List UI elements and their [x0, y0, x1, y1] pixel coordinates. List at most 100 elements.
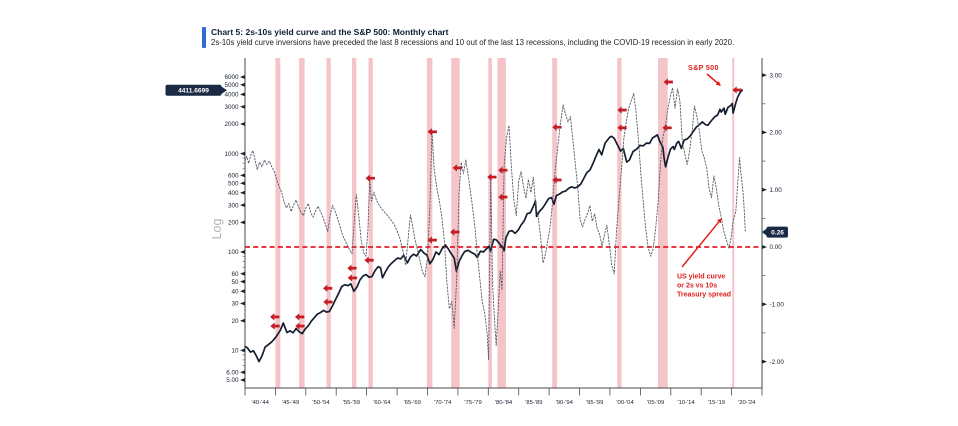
inversion-marker: [498, 193, 508, 201]
inversion-marker: [270, 313, 280, 321]
left-axis-tick: [240, 75, 245, 79]
left-axis-tick-label: 50: [231, 279, 239, 286]
left-axis-tick-label: 5000: [224, 82, 239, 89]
right-axis-tick-label: 3.00: [770, 72, 783, 79]
yield-curve-annotation: US yield curve or 2s vs 10s Treasury sprea…: [677, 274, 731, 299]
recession-band: [275, 58, 281, 388]
inversion-marker: [427, 236, 437, 244]
inversion-marker: [732, 86, 742, 94]
inversion-marker: [498, 166, 508, 174]
annotation-arrowhead: [715, 81, 721, 86]
inversion-marker: [452, 164, 462, 172]
inversion-marker: [663, 78, 673, 86]
chart-header: Chart 5: 2s-10s yield curve and the S&P …: [202, 27, 734, 48]
left-axis-tick-label: 100: [228, 249, 239, 256]
inversion-marker: [323, 298, 333, 306]
x-axis-bin-label: '00-'04: [616, 400, 634, 406]
sp500-annotation: S&P 500: [688, 63, 719, 72]
left-axis-tick: [240, 301, 245, 306]
x-axis-bin-label: '55-'59: [343, 400, 360, 406]
x-axis-bin-label: '60-'64: [373, 400, 391, 406]
inversion-marker: [322, 284, 333, 292]
recession-band: [368, 58, 373, 388]
left-axis-tick: [240, 378, 245, 382]
chart-title: Chart 5: 2s-10s yield curve and the S&P …: [211, 27, 449, 37]
left-axis-tick: [240, 279, 245, 284]
x-axis-bin-label: '90-'94: [556, 400, 574, 406]
spread-last-value-badge: 0.26: [762, 226, 788, 238]
recession-band: [326, 58, 331, 388]
x-axis-bin-label: '15-'19: [708, 400, 725, 406]
recession-band: [426, 58, 433, 388]
left-axis-tick: [240, 173, 245, 178]
left-axis-tick-label: 6000: [224, 74, 239, 81]
right-axis-tick-label: -2.00: [770, 359, 785, 366]
inversion-marker: [364, 256, 374, 264]
right-axis-tick-label: 2.00: [770, 130, 783, 137]
x-axis-bin-label: '80-'84: [495, 400, 513, 406]
x-axis-bin-label: '40-'44: [252, 400, 270, 406]
left-axis-tick-label: 6.00: [226, 369, 239, 376]
left-axis-tick: [240, 370, 245, 375]
annotation-arrow: [706, 73, 720, 85]
left-axis-tick-label: 20: [231, 318, 239, 325]
left-axis-tick: [240, 104, 245, 109]
left-axis-tick-label: 500: [228, 180, 239, 187]
x-axis-bin-label: '85-'89: [525, 400, 542, 406]
left-axis-tick-label: 40: [231, 288, 239, 295]
x-axis-bin-label: '65-'69: [404, 400, 421, 406]
inversion-marker: [662, 124, 672, 132]
left-axis-tick: [240, 271, 245, 276]
left-axis-tick: [240, 122, 245, 126]
left-axis-tick-label: 300: [228, 202, 239, 209]
left-axis-tick: [240, 250, 245, 254]
recession-band: [658, 58, 668, 388]
x-axis-bin-label: '20-'24: [738, 400, 756, 406]
left-axis-tick: [240, 190, 245, 195]
annotation-arrowhead: [717, 218, 722, 224]
inversion-marker: [617, 124, 627, 132]
left-axis-tick: [240, 220, 245, 225]
inversion-marker: [365, 174, 375, 182]
inversion-marker: [347, 274, 357, 282]
recession-band: [617, 58, 622, 388]
x-axis-bin-label: '10-'14: [677, 400, 695, 406]
x-axis-bin-label: '45-'49: [282, 400, 299, 406]
x-axis-bin-label: '70-'74: [434, 400, 452, 406]
inversion-marker: [295, 322, 305, 330]
inversion-marker: [347, 264, 357, 272]
left-axis-tick: [240, 82, 245, 87]
x-axis-bin-label: '50-'54: [312, 400, 330, 406]
left-axis-tick: [240, 203, 245, 208]
x-axis-bin-label: '05-'09: [647, 400, 664, 406]
inversion-marker: [487, 173, 497, 181]
left-axis-tick-label: 5.00: [226, 377, 239, 384]
left-axis-tick-label: 60: [231, 271, 239, 278]
inversion-marker: [552, 176, 562, 184]
left-axis-tick: [240, 289, 245, 294]
right-axis-tick-label: 1.00: [770, 187, 783, 194]
inversion-marker: [552, 123, 562, 131]
sp500-last-value-badge: 4411.6699: [165, 84, 227, 96]
inversion-marker: [617, 106, 627, 114]
x-axis-bin-label: '75-'79: [464, 400, 481, 406]
right-axis-tick: [762, 359, 767, 364]
right-axis-tick: [762, 245, 767, 249]
left-axis-tick: [240, 318, 245, 323]
right-axis-tick-label: 0.00: [770, 244, 783, 251]
inversion-marker: [270, 322, 280, 330]
recession-band: [299, 58, 305, 388]
left-axis-tick-label: 4000: [224, 92, 239, 99]
inversion-marker: [294, 313, 305, 321]
yield-curve-line: [244, 87, 746, 361]
annotation-arrow: [681, 219, 721, 268]
left-axis-tick: [240, 348, 245, 353]
inversion-marker: [427, 128, 437, 136]
left-axis-tick: [240, 181, 245, 186]
svg-text:0.26: 0.26: [771, 230, 784, 237]
left-axis-tick-label: 600: [228, 173, 239, 180]
header-accent-bar: [202, 27, 206, 48]
sp500-line: [244, 89, 744, 363]
left-axis-tick-label: 1000: [224, 151, 239, 158]
chart-subtitle: 2s-10s yield curve inversions have prece…: [211, 38, 735, 47]
